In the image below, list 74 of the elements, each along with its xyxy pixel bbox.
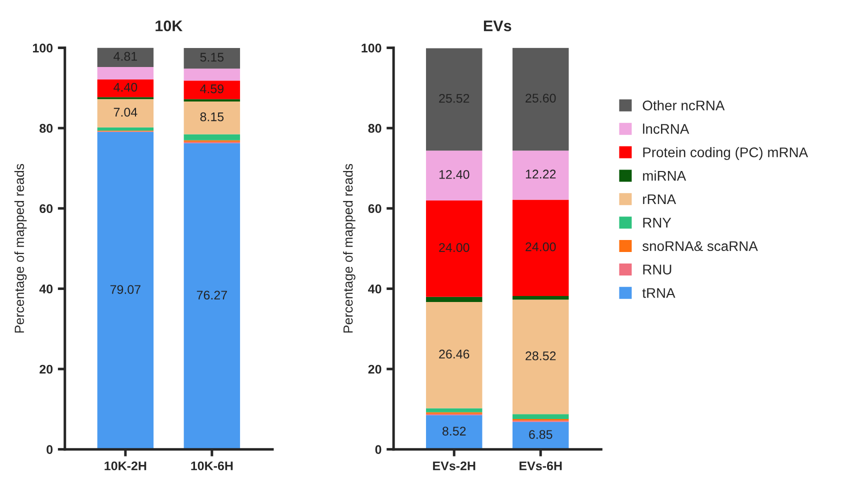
data-label: 79.07 [110,285,140,294]
y-tick-label: 20 [40,364,53,374]
legend-label: Protein coding (PC) mRNA [643,147,808,160]
data-label: 12.22 [526,170,556,178]
x-tick-label: EVs-6H [520,461,562,470]
y-tick-label: 20 [368,364,382,374]
bar [184,99,240,102]
legend-label: Other ncRNA [642,100,725,110]
data-label: 26.46 [439,350,470,359]
data-label: 76.27 [196,290,227,300]
bar [512,48,569,151]
bar [426,150,482,200]
data-label: 7.04 [114,108,138,117]
legend-label: RNY [643,218,672,228]
legend-label: lncRNA [643,124,690,134]
data-label: 8.15 [200,112,224,122]
bar [97,79,154,98]
y-tick-label: 80 [40,124,53,133]
data-label: 5.15 [200,52,224,62]
y-axis-title: Percentage of mapped reads [343,164,356,333]
legend-label: RNU [643,264,672,274]
bar [426,200,482,297]
bar [184,68,240,81]
bar [512,414,569,420]
legend-label: tRNA [642,288,676,298]
legend-label: rRNA [643,194,676,204]
bar [184,48,240,69]
bar [426,415,482,450]
x-tick-label: EVs-2H [433,461,476,470]
y-axis-title: Percentage of mapped reads [14,164,27,333]
bar [512,200,569,296]
bar [97,127,154,131]
bar [512,296,569,300]
chart-title: EVs [484,20,512,32]
legend-label: snoRNA& scaRNA [642,241,758,252]
bar [97,99,154,128]
x-tick-label: 10K-6H [191,461,233,470]
data-label: 24.00 [526,242,556,252]
bar [426,408,482,412]
y-tick-label: 0 [375,445,382,454]
bar [97,67,154,80]
bar [512,150,569,200]
data-label: 8.52 [442,426,466,436]
data-label: 25.52 [439,94,470,103]
chart-title: 10K [156,20,183,32]
data-label: 4.81 [114,52,137,61]
legend-label: miRNA [643,170,686,181]
x-tick-label: 10K-2H [104,461,146,470]
data-label: 4.59 [200,84,224,94]
y-tick-label: 60 [40,204,53,214]
bar [426,296,482,302]
y-tick-label: 40 [39,284,53,294]
y-tick-label: 0 [46,445,53,454]
bar [97,48,154,68]
y-tick-label: 100 [362,44,382,52]
bar [97,132,154,450]
y-tick-label: 40 [368,284,382,294]
data-label: 24.00 [439,243,470,252]
bar [184,102,240,134]
bar [512,300,569,414]
data-label: 6.85 [529,430,552,439]
data-label: 28.52 [526,351,556,360]
y-tick-label: 100 [33,44,53,52]
data-label: 4.40 [114,82,138,92]
y-tick-label: 60 [368,204,382,214]
data-label: 25.60 [526,94,556,103]
bar [426,48,482,151]
bar [184,134,240,140]
bar [512,422,569,450]
bar [426,302,482,408]
bar [184,143,240,450]
data-label: 12.40 [439,170,470,179]
bar [184,80,240,100]
y-tick-label: 80 [368,124,382,133]
